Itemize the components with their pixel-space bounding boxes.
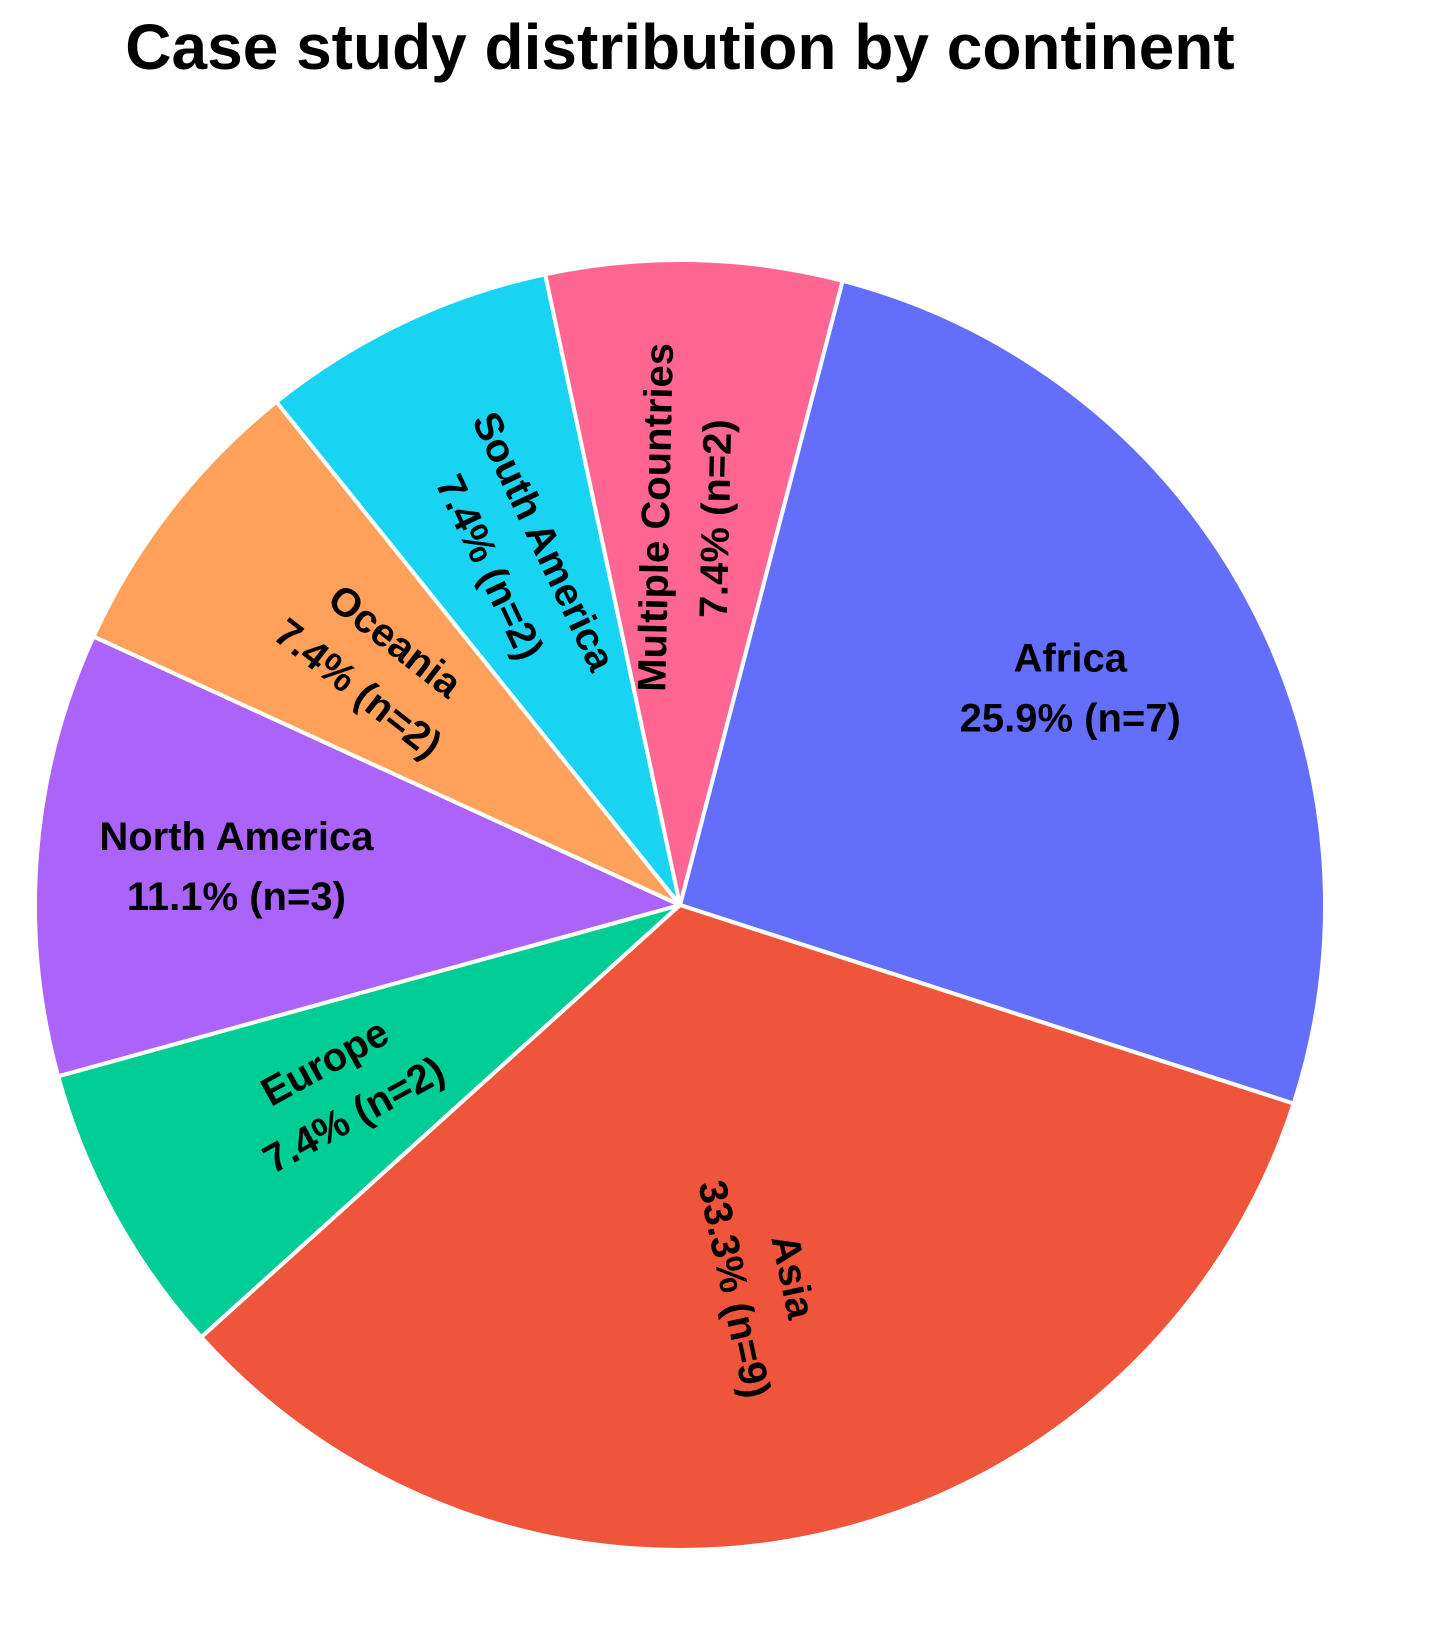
slice-name: Multiple Countries <box>630 342 682 692</box>
pie-slice <box>542 258 846 906</box>
slice-label: Africa 25.9% (n=7) <box>960 637 1181 741</box>
slice-value: 11.1% (n=3) <box>127 875 346 919</box>
pie-slice <box>198 902 1297 1552</box>
slice-value: 7.4% (n=2) <box>692 419 740 619</box>
slice-value: 25.9% (n=7) <box>960 697 1181 741</box>
pie-slice <box>33 633 686 1079</box>
slice-label: Multiple Countries 7.4% (n=2) <box>630 342 740 692</box>
slice-label: North America 11.1% (n=3) <box>99 815 374 919</box>
pie-slice <box>273 271 682 907</box>
slice-name: North America <box>99 815 374 859</box>
pie-slice <box>677 278 1327 1107</box>
pie-slice <box>55 903 682 1340</box>
pie-slice <box>90 399 682 907</box>
slice-name: Africa <box>1014 637 1128 681</box>
chart-title: Case study distribution by continent <box>125 11 1234 83</box>
